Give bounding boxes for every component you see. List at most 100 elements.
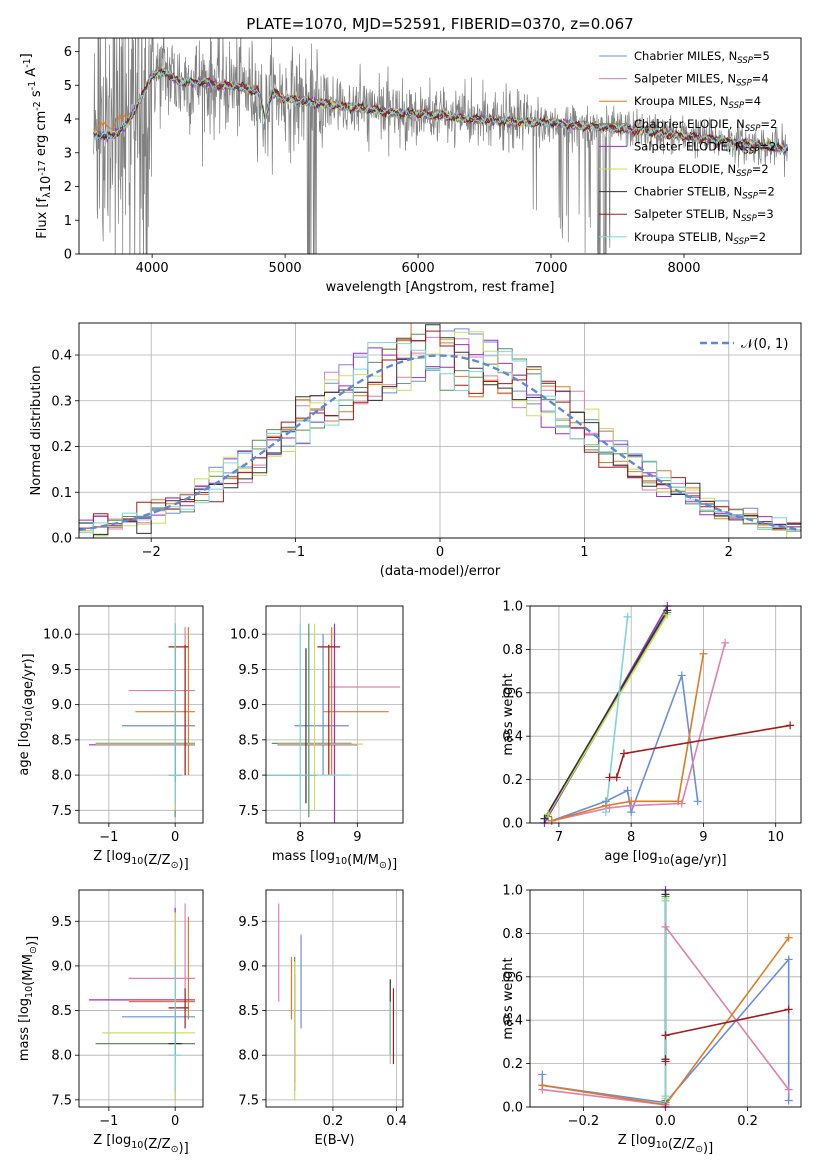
y-axis-label: mass [log10(M/M⊙)] <box>17 936 40 1061</box>
y-tick-label: 7.5 <box>238 1093 259 1108</box>
y-tick-label: 10.0 <box>230 628 259 643</box>
weight-point-marker <box>544 810 553 819</box>
y-axis-label: Normed distribution <box>29 366 44 496</box>
y-tick-label: 8.5 <box>238 733 259 748</box>
weight-point-marker <box>623 786 632 795</box>
axes-frame <box>265 605 404 824</box>
weight-point-marker <box>627 797 636 806</box>
y-axis-label: Flux [fλ10-17 erg cm-2 s-1 A-1] <box>19 53 54 238</box>
axes-frame <box>78 37 802 255</box>
y-tick-label: 0.6 <box>502 970 523 985</box>
legend-entry: Kroupa ELODIE, NSSP=2 <box>634 162 769 179</box>
x-tick-label: 0 <box>171 830 179 845</box>
y-tick-label: 9.0 <box>238 959 259 974</box>
y-tick-label: 8.5 <box>238 1004 259 1019</box>
weight-point-marker <box>784 1096 793 1105</box>
x-axis-label: Z [log10(Z/Z⊙)] <box>618 1133 713 1156</box>
y-tick-label: 0.6 <box>502 686 523 701</box>
y-tick-label: 8.5 <box>51 733 72 748</box>
weight-point-marker <box>784 955 793 964</box>
plot-area <box>88 903 196 1100</box>
y-axis-label: mass weight <box>501 673 516 755</box>
y-tick-label: 9.5 <box>51 663 72 678</box>
y-tick-label: 9.0 <box>238 698 259 713</box>
weight-series-line <box>551 675 699 822</box>
gridlines <box>79 890 203 1107</box>
x-axis-label: wavelength [Angstrom, rest frame] <box>326 280 555 295</box>
legend-entry: Kroupa STELIB, NSSP=2 <box>634 230 766 247</box>
observed-spectrum <box>93 38 789 254</box>
y-tick-label: 7.5 <box>51 1093 72 1108</box>
weight-series-line <box>605 616 629 813</box>
legend-entry: Chabrier STELIB, NSSP=2 <box>634 185 775 202</box>
x-tick-label: −1 <box>99 830 118 845</box>
weight-point-marker <box>661 922 670 931</box>
x-axis-label: E(B-V) <box>314 1133 354 1148</box>
y-tick-label: 0.8 <box>502 927 523 942</box>
x-tick-label: 5000 <box>269 261 302 276</box>
plot-area <box>278 903 395 1100</box>
x-tick-label: −0.2 <box>568 1114 600 1129</box>
x-tick-label: 7 <box>555 830 563 845</box>
x-axis-label: Z [log10(Z/Z⊙)] <box>93 849 188 872</box>
y-tick-label: 0.2 <box>51 440 72 455</box>
weight-point-marker <box>661 1031 670 1040</box>
axes-frame <box>265 889 404 1108</box>
plot-area <box>543 606 791 823</box>
legend-entry: Chabrier ELODIE, NSSP=2 <box>634 117 777 134</box>
x-tick-label: 4000 <box>136 261 169 276</box>
y-tick-label: 10.0 <box>43 628 72 643</box>
y-tick-label: 9.0 <box>51 959 72 974</box>
weight-point-marker <box>623 612 632 621</box>
weight-point-marker <box>661 896 670 905</box>
legend: 𝒩(0, 1) <box>700 337 788 352</box>
y-tick-label: 8.0 <box>238 769 259 784</box>
y-tick-label: 7.5 <box>51 804 72 819</box>
x-tick-label: 0 <box>436 545 444 560</box>
weight-point-marker <box>601 808 610 817</box>
y-tick-label: 1 <box>64 214 72 229</box>
residuals-panel: −2 −1 0 1 2 0.0 0.1 0.2 0.3 0.4 (data-model)/error… <box>29 322 802 579</box>
x-tick-label: 8 <box>627 830 635 845</box>
y-tick-label: 9.5 <box>238 915 259 930</box>
axes-frame <box>78 322 802 539</box>
weight-point-marker <box>612 773 621 782</box>
x-tick-label: 0.0 <box>655 1114 676 1129</box>
y-axis-label: mass weight <box>501 957 516 1039</box>
gridlines <box>79 606 203 823</box>
model-fit-line <box>93 67 789 154</box>
weight-point-marker <box>677 671 686 680</box>
axes-frame <box>529 605 802 824</box>
weight-point-marker <box>547 816 556 825</box>
x-tick-label: 9 <box>699 830 707 845</box>
y-tick-label: 0.2 <box>502 773 523 788</box>
legend-entry: 𝒩(0, 1) <box>741 337 788 352</box>
y-tick-label: 1.0 <box>502 884 523 899</box>
mass-vs-ebv-panel: 0.2 0.4 7.5 8.0 8.5 9.0 9.5 E(B-V) <box>238 889 407 1148</box>
axes-frame <box>78 889 204 1108</box>
weight-series-line <box>609 724 791 779</box>
figure-title: PLATE=1070, MJD=52591, FIBERID=0370, z=0… <box>246 15 633 33</box>
weight-point-marker <box>674 797 683 806</box>
axes-frame <box>78 605 204 824</box>
gridlines <box>266 890 403 1107</box>
age-vs-metallicity-panel: −1 0 7.5 8.0 8.5 9.0 9.5 10.0 Z [log10(Z/Z⊙)] age… <box>17 605 204 872</box>
x-axis-label: (data-model)/error <box>380 564 501 579</box>
y-tick-label: 8.0 <box>238 1049 259 1064</box>
y-tick-label: 1.0 <box>502 600 523 615</box>
x-axis-label: age [log10(age/yr)] <box>604 849 726 868</box>
y-tick-label: 0.1 <box>51 486 72 501</box>
normal-reference-curve <box>79 354 801 532</box>
weight-point-marker <box>619 749 628 758</box>
y-tick-label: 3 <box>64 146 72 161</box>
x-tick-label: 9 <box>353 830 361 845</box>
weight-point-marker <box>693 797 702 806</box>
weight-point-marker <box>538 1081 547 1090</box>
x-tick-label: −1 <box>99 1114 118 1129</box>
y-tick-label: 0.8 <box>502 643 523 658</box>
weight-series-line <box>664 1008 789 1062</box>
y-tick-label: 8.5 <box>51 1004 72 1019</box>
plot-area <box>88 623 196 818</box>
axes-frame <box>529 889 802 1108</box>
weight-point-marker <box>784 1085 793 1094</box>
